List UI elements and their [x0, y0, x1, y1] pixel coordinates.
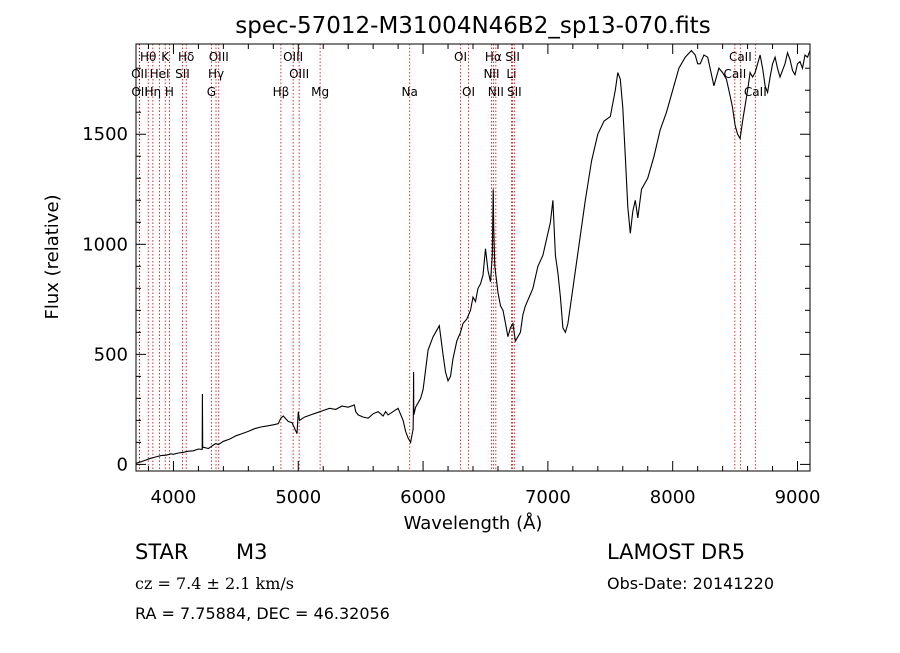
- y-tick-label-2: 1000: [82, 234, 128, 255]
- redshift-cz: cz = 7.4 ± 2.1 km/s: [135, 574, 294, 593]
- spectral-line-label-19: H: [165, 85, 174, 99]
- spectral-line-label-25: NII: [488, 85, 504, 99]
- spectral-line-label-22: Mg: [311, 85, 329, 99]
- spectral-line-label-13: OIII: [289, 67, 309, 81]
- spectral-line-label-9: OII: [131, 67, 148, 81]
- spectral-line-label-6: Hα: [485, 50, 502, 64]
- chart-title: spec-57012-M31004N46B2_sp13-070.fits: [235, 13, 710, 39]
- spectral-line-label-26: SII: [507, 85, 522, 99]
- spectral-line-label-24: OI: [462, 85, 475, 99]
- x-tick-label-5: 9000: [775, 487, 821, 508]
- spectral-line-label-8: CaII: [729, 50, 752, 64]
- spectral-line-label-27: CaII: [744, 85, 767, 99]
- spectral-line-label-4: OIII: [283, 50, 303, 64]
- spectrum-line: [135, 49, 811, 464]
- series-layer: [135, 49, 811, 464]
- spectral-line-label-18: Hη: [145, 85, 162, 99]
- spectral-line-label-23: Na: [402, 85, 418, 99]
- spectral-line-label-21: Hβ: [273, 85, 290, 99]
- spectral-line-label-7: SII: [505, 50, 520, 64]
- spectral-line-label-15: Li: [506, 67, 516, 81]
- coordinates-ra-dec: RA = 7.75884, DEC = 46.32056: [135, 604, 390, 623]
- spectral-line-label-1: K: [161, 50, 170, 64]
- spectral-line-label-10: HeI: [150, 67, 170, 81]
- observation-date: Obs-Date: 20141220: [607, 574, 775, 593]
- spectral-line-label-11: SII: [175, 67, 190, 81]
- x-tick-label-2: 6000: [400, 487, 446, 508]
- y-tick-label-3: 1500: [82, 124, 128, 145]
- x-axis-label: Wavelength (Å): [404, 512, 543, 534]
- x-tick-label-3: 7000: [525, 487, 571, 508]
- spectral-line-label-14: NII: [483, 67, 499, 81]
- spectral-line-label-2: Hδ: [178, 50, 194, 64]
- x-tick-label-4: 8000: [650, 487, 696, 508]
- y-tick-label-1: 500: [94, 344, 128, 365]
- spectral-line-label-12: Hγ: [208, 67, 224, 81]
- plot-frame: [135, 43, 811, 472]
- spectral-line-label-16: CaII: [723, 67, 746, 81]
- x-tick-label-1: 5000: [275, 487, 321, 508]
- spectral-line-label-17: OII: [131, 85, 148, 99]
- axis-ticks: 4000 5000 6000 7000 8000 9000 0 500 1000 1500: [82, 44, 820, 508]
- spectral-line-label-5: OI: [454, 50, 467, 64]
- x-tick-label-0: 4000: [151, 487, 197, 508]
- object-subclass: M3: [236, 540, 268, 564]
- spectral-line-label-0: Hθ: [140, 50, 156, 64]
- object-class: STAR: [135, 540, 189, 564]
- survey-name: LAMOST DR5: [607, 540, 746, 564]
- spectral-line-label-3: OIII: [209, 50, 229, 64]
- y-axis-label: Flux (relative): [42, 194, 63, 319]
- spectral-line-label-20: G: [207, 85, 216, 99]
- y-tick-label-0: 0: [117, 454, 128, 475]
